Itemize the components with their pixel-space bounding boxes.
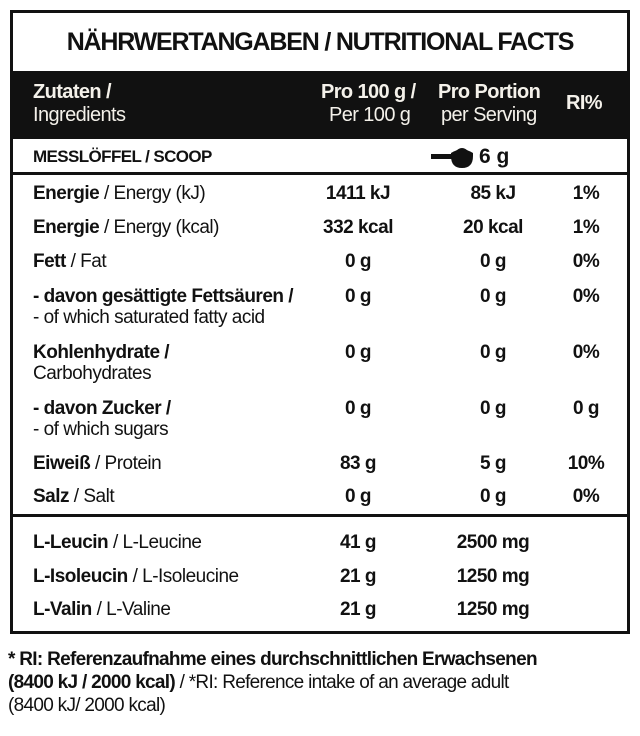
ri-value: 1% <box>572 217 600 238</box>
per100-value: 0 g <box>345 486 371 507</box>
portion-value: 2500 mg <box>456 532 530 553</box>
portion-value: 1250 mg <box>456 566 530 587</box>
per100-value: 332 kcal <box>323 217 393 238</box>
portion-value: 0 g <box>480 486 506 507</box>
portion-value: 0 g <box>480 398 506 419</box>
nutrient-name-de: Energie <box>33 183 100 204</box>
ri-value: 0% <box>572 486 600 507</box>
portion-value: 85 kJ <box>470 183 516 204</box>
ri-value: 10% <box>567 453 605 474</box>
ri-value: 0 g <box>573 398 599 419</box>
per100-value: 0 g <box>345 251 371 272</box>
per100-value: 0 g <box>345 286 371 307</box>
nutrients-section: Energie / Energy (kJ) 1411 kJ 85 kJ 1% Ener… <box>13 175 627 517</box>
amino-name-en: / L-Valine <box>91 599 171 620</box>
nutrient-name-en: Carbohydrates <box>33 363 152 384</box>
per100-value: 21 g <box>339 566 377 587</box>
portion-value: 0 g <box>480 342 506 363</box>
ri-value: 0% <box>572 251 600 272</box>
ri-value: 1% <box>572 183 600 204</box>
footnote-energy-de: (8400 kJ / 2000 kcal) <box>8 672 176 693</box>
nutrition-table: NÄHRWERTANGABEN / NUTRITIONAL FACTS Zuta… <box>10 10 630 634</box>
per100-value: 41 g <box>339 532 377 553</box>
nutrient-name-en: - of which sugars <box>33 419 169 440</box>
scoop-icon <box>431 148 473 168</box>
per100-value: 21 g <box>339 599 377 620</box>
header-ingredients-de: Zutaten / <box>33 81 112 103</box>
footnote: * RI: Referenzaufnahme eines durchschnit… <box>8 648 632 717</box>
portion-value: 1250 mg <box>456 599 530 620</box>
header-portion-en: per Serving <box>441 104 537 126</box>
nutrient-name-en: / Fat <box>65 251 107 272</box>
header-per100-en: Per 100 g <box>329 104 411 126</box>
footnote-energy-en: (8400 kJ/ 2000 kcal) <box>8 695 166 716</box>
per100-value: 83 g <box>339 453 377 474</box>
nutrient-name-de: - davon Zucker / <box>33 398 171 419</box>
per100-value: 1411 kJ <box>325 183 391 204</box>
nutrient-name-de: Salz <box>33 486 70 507</box>
scoop-label: MESSLÖFFEL / SCOOP <box>33 147 212 166</box>
nutrient-name-de: Fett <box>33 251 66 272</box>
amino-name-de: L-Leucin <box>33 532 113 553</box>
nutrient-name-en: / Energy (kJ) <box>99 183 206 204</box>
header-portion-de: Pro Portion <box>438 81 541 103</box>
nutrient-name-de: - davon gesättigte Fettsäuren / <box>33 286 294 307</box>
nutrient-name-en: / Salt <box>69 486 115 507</box>
amino-name-de: L-Isoleucin <box>33 566 128 587</box>
nutrient-name-en: / Energy (kcal) <box>99 217 219 238</box>
nutrient-name-de: Kohlenhydrate / <box>33 342 170 363</box>
nutrient-name-en: - of which saturated fatty acid <box>33 307 265 328</box>
portion-value: 0 g <box>480 286 506 307</box>
header-per100-de: Pro 100 g / <box>321 81 416 103</box>
amino-name-de: L-Valin <box>33 599 92 620</box>
ri-value: 0% <box>572 286 600 307</box>
per100-value: 0 g <box>345 398 371 419</box>
portion-value: 0 g <box>480 251 506 272</box>
nutrient-name-en: / Protein <box>90 453 162 474</box>
scoop-row: MESSLÖFFEL / SCOOP 6 g <box>13 139 627 175</box>
portion-value: 5 g <box>480 453 506 474</box>
nutrient-name-de: Eiweiß <box>33 453 91 474</box>
per100-value: 0 g <box>345 342 371 363</box>
table-title: NÄHRWERTANGABEN / NUTRITIONAL FACTS <box>66 28 575 56</box>
amino-name-en: / L-Leucine <box>112 532 202 553</box>
scoop-amount: 6 g <box>479 145 510 168</box>
portion-value: 20 kcal <box>463 217 523 238</box>
footnote-de: * RI: Referenzaufnahme eines durchschnit… <box>8 649 538 670</box>
table-header: Zutaten / Ingredients Pro 100 g / Per 10… <box>13 71 627 139</box>
header-ri: RI% <box>566 92 603 114</box>
footnote-en: / *RI: Reference intake of an average ad… <box>175 672 510 693</box>
nutrient-name-de: Energie <box>33 217 100 238</box>
amino-name-en: / L-Isoleucine <box>127 566 240 587</box>
ri-value: 0% <box>572 342 600 363</box>
header-ingredients-en: Ingredients <box>33 104 126 126</box>
